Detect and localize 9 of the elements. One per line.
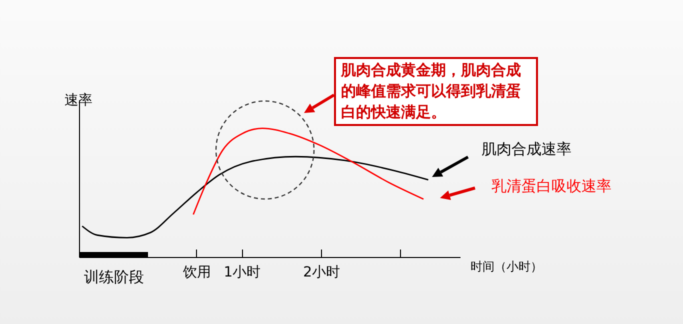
x-tick-label: 2小时	[303, 264, 340, 280]
text: 肌肉合成黄金期，肌肉合成的峰值需求可以得到乳清蛋白的快速满足。	[334, 57, 538, 126]
x-axis-title: 时间（小时）	[470, 260, 542, 274]
x-tick-label: 1小时	[224, 264, 261, 280]
text: 乳清蛋白吸收速率	[491, 177, 612, 196]
text: 肌肉合成速率	[481, 140, 572, 158]
text: 训练阶段	[84, 268, 144, 286]
y-axis-title: 速率	[64, 92, 92, 108]
x-tick-label: 饮用	[182, 264, 211, 280]
